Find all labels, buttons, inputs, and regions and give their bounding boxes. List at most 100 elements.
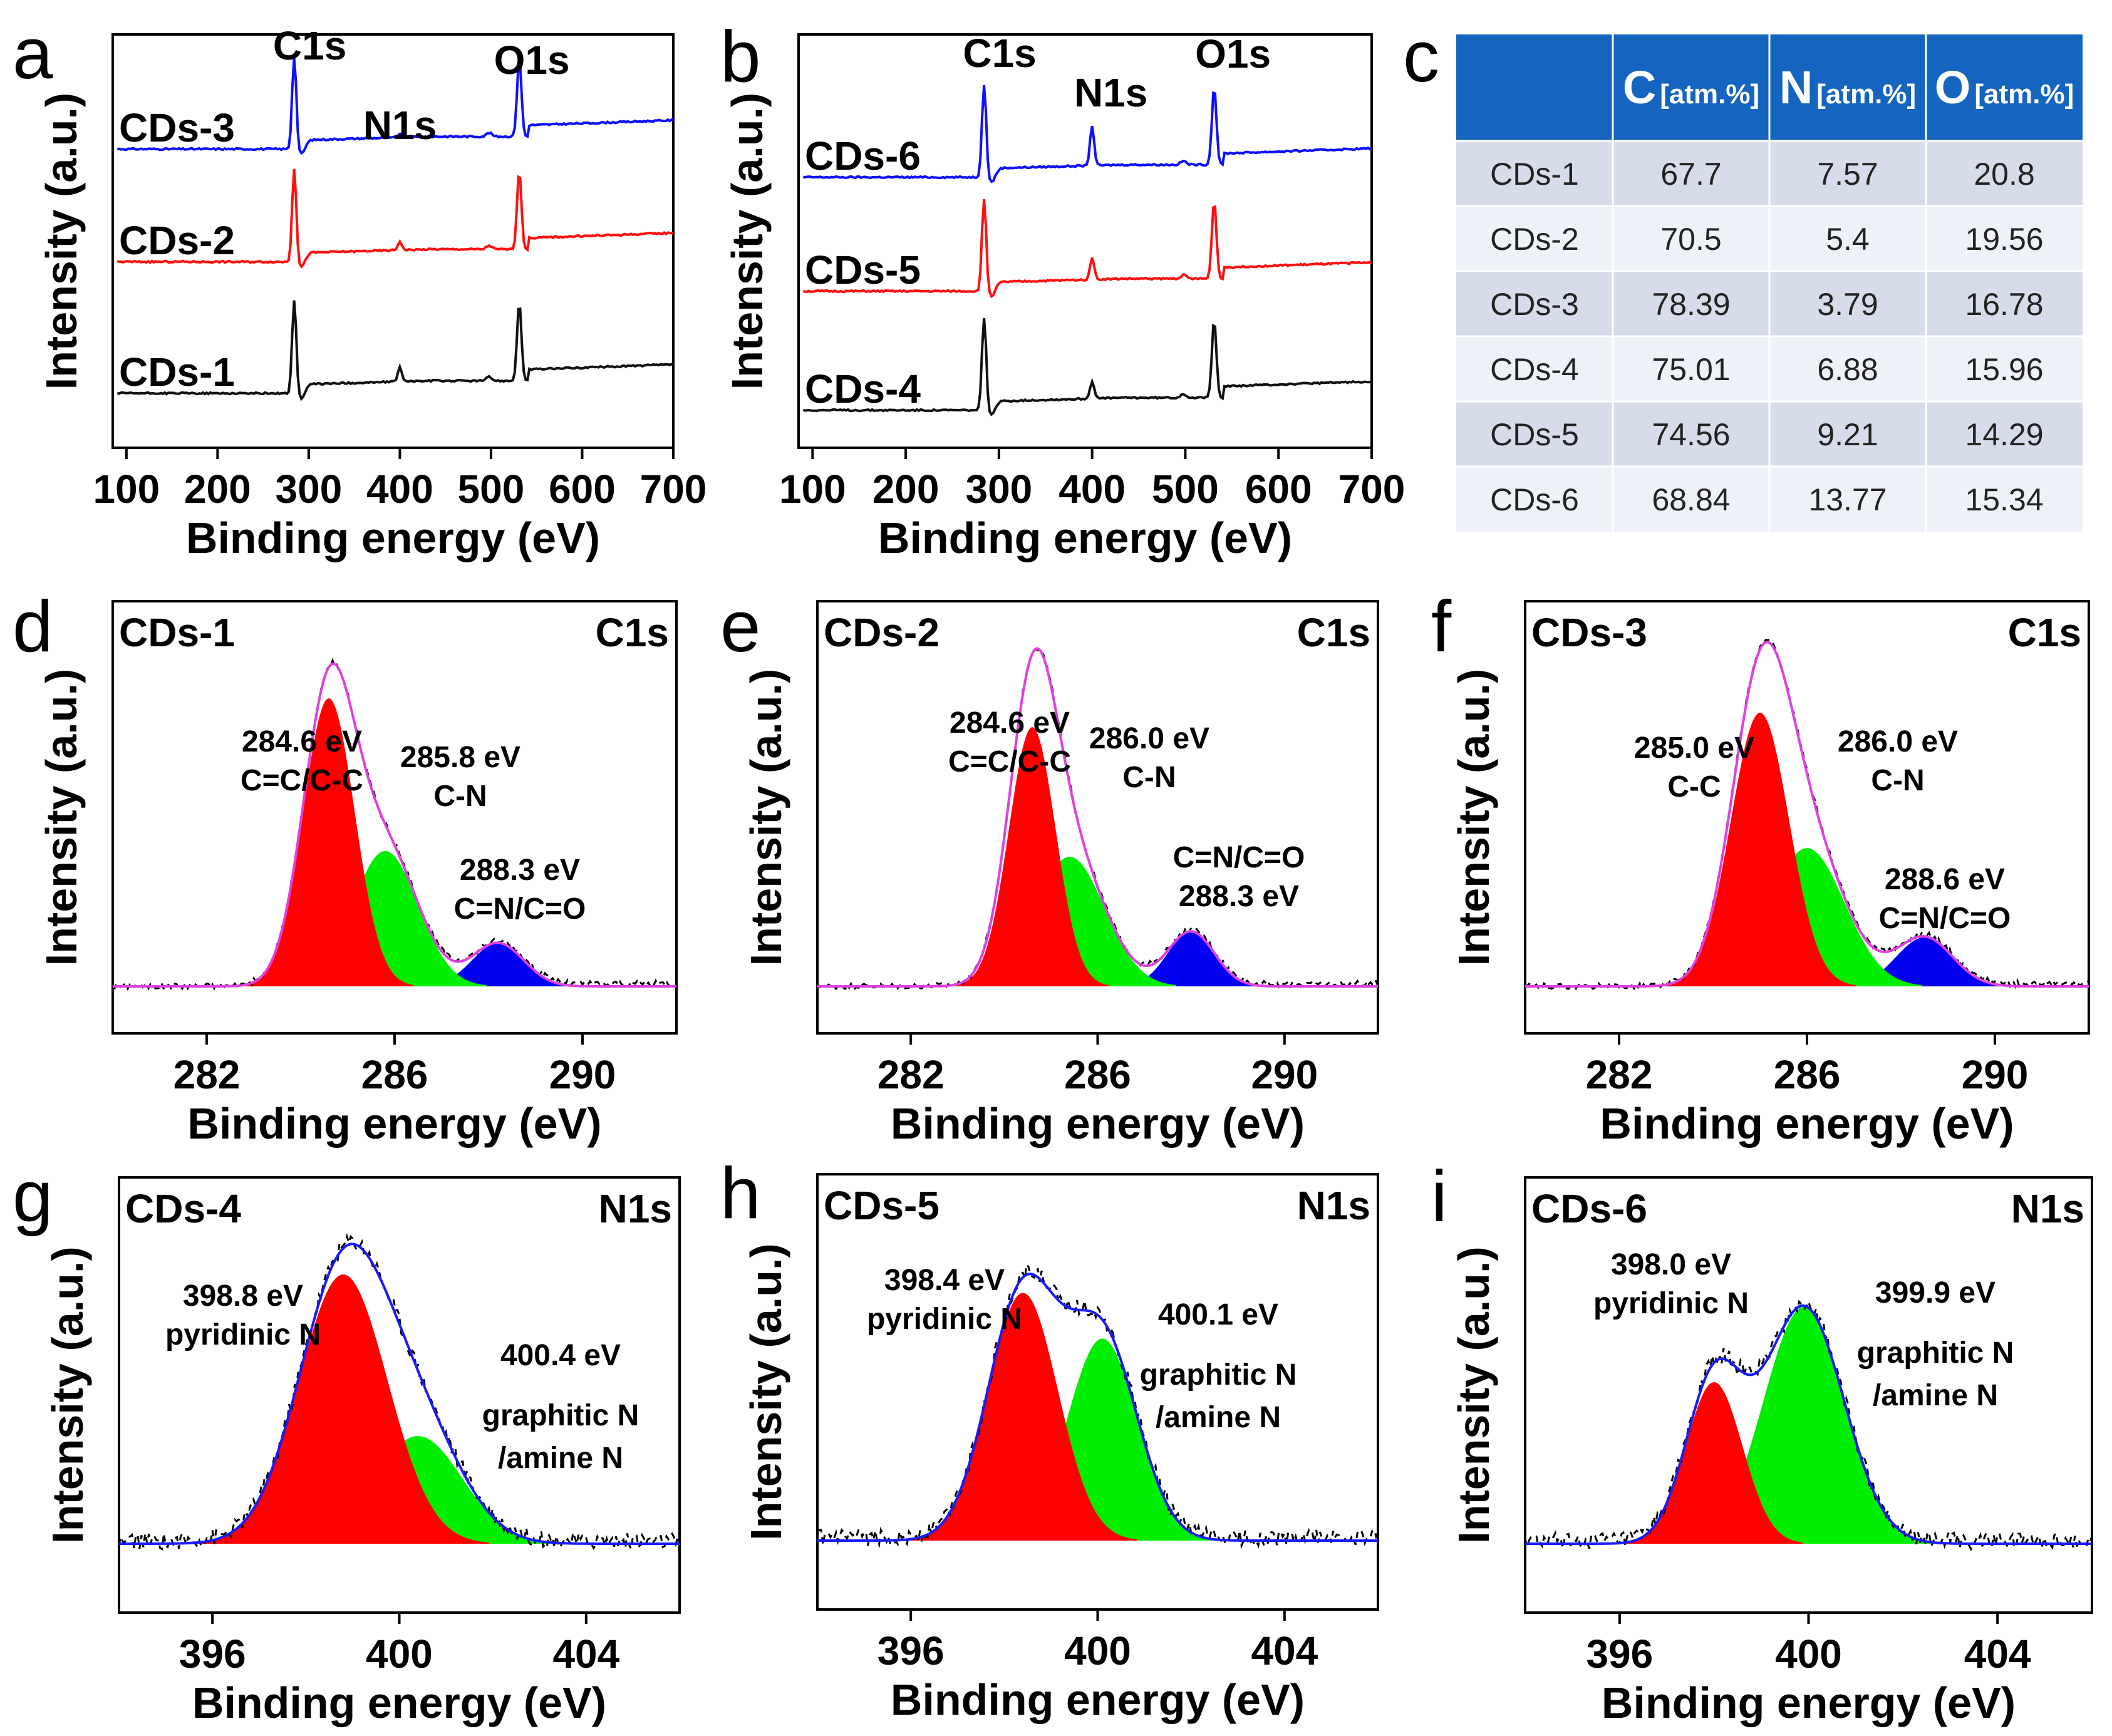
survey-tick-label: 700 (1338, 467, 1405, 512)
fit-tick-label: 290 (1251, 1052, 1318, 1097)
sample-label: CDs-3 (1531, 610, 1647, 655)
survey-ylabel: Intensity (a.u.) (723, 93, 772, 390)
survey-tick-label: 500 (1152, 467, 1219, 512)
survey-xlabel: Binding energy (eV) (878, 514, 1292, 562)
peak-annotation: C=N/C=O (1173, 841, 1305, 874)
peak-label: C1s (273, 23, 346, 68)
peak-annotation: C-N (1871, 764, 1924, 797)
table-cell-c: 78.39 (1652, 287, 1730, 322)
peak-annotation: C=N/C=O (454, 892, 586, 926)
fit-tick-label: 396 (1586, 1631, 1653, 1677)
header-unit: [atm.%] (1816, 79, 1916, 110)
sample-label: CDs-6 (805, 133, 921, 178)
fit-tick-label: 286 (1064, 1052, 1131, 1097)
region-label: C1s (2008, 610, 2081, 655)
survey-xlabel: Binding energy (eV) (186, 514, 600, 562)
fit-xlabel: Binding energy (eV) (1602, 1678, 2016, 1727)
fit-envelope (1525, 1304, 2092, 1545)
fit-tick-label: 400 (366, 1631, 433, 1677)
fit-component-3 (428, 943, 567, 986)
survey-tick-label: 200 (872, 467, 940, 512)
peak-annotation: /amine N (498, 1442, 623, 1475)
fit-component-3 (1127, 931, 1255, 986)
sample-label: CDs-2 (824, 610, 940, 655)
fit-ylabel: Intensity (a.u.) (742, 669, 790, 966)
sample-label: CDs-1 (119, 610, 235, 655)
region-label: C1s (1297, 610, 1370, 655)
sample-label: CDs-6 (1531, 1186, 1647, 1231)
header-element: C (1623, 61, 1656, 113)
peak-annotation: /amine N (1873, 1379, 1998, 1412)
fit-xlabel: Binding energy (eV) (891, 1675, 1305, 1724)
fit-tick-label: 404 (552, 1631, 619, 1677)
fit-ylabel: Intensity (a.u.) (742, 1243, 790, 1540)
table-cell-c: 68.84 (1652, 482, 1730, 517)
peak-annotation: 288.3 eV (1179, 880, 1299, 913)
table-row-name: CDs-1 (1490, 157, 1579, 192)
table-cell-n: 5.4 (1826, 222, 1870, 257)
fit-component-1 (909, 1293, 1137, 1541)
header-unit: [atm.%] (1660, 79, 1759, 110)
peak-label: N1s (363, 103, 437, 148)
survey-tick-label: 500 (458, 467, 525, 512)
peak-annotation: graphitic N (1140, 1358, 1297, 1392)
sample-label: CDs-2 (119, 218, 235, 263)
survey-panel-b: b 100 200 300 400 500 600 700 Binding energy (eV… (720, 16, 1405, 562)
peak-annotation: 398.0 eV (1611, 1248, 1731, 1281)
peak-annotation: pyridinic N (165, 1318, 321, 1351)
table-cell-c: 67.7 (1660, 157, 1721, 192)
sample-label: CDs-5 (824, 1183, 940, 1228)
peak-annotation: 400.4 eV (500, 1339, 621, 1372)
fit-component-1 (1664, 713, 1856, 986)
header-unit: [atm.%] (1974, 79, 2074, 110)
survey-spectrum-CDs-2 (116, 168, 674, 269)
table-cell-c: 74.56 (1652, 417, 1730, 452)
raw-data-curve (118, 1232, 681, 1553)
header-element: N (1779, 61, 1813, 113)
fit-envelope (113, 662, 676, 988)
panel-label: e (720, 586, 761, 667)
fit-xlabel: Binding energy (eV) (1600, 1099, 2014, 1148)
table-cell-o: 14.29 (1965, 417, 2043, 452)
peak-annotation: 286.0 eV (1089, 722, 1209, 755)
fit-envelope (1525, 641, 2089, 988)
panel-label: d (13, 586, 53, 667)
table-header-cell: N [atm.%] (1779, 61, 1916, 113)
survey-spectrum-CDs-4 (802, 318, 1372, 416)
survey-panel-a: a 100 200 300 400 500 600 700 Binding energy (eV… (13, 13, 707, 562)
table-cell-o: 19.56 (1965, 222, 2043, 257)
fit-tick-label: 290 (549, 1052, 616, 1097)
table-row-name: CDs-4 (1490, 352, 1579, 387)
peak-annotation: pyridinic N (867, 1303, 1022, 1336)
fit-envelope (817, 647, 1378, 988)
sample-label: CDs-5 (805, 247, 921, 292)
table-header-cell: O [atm.%] (1935, 61, 2074, 113)
fit-tick-label: 396 (179, 1631, 246, 1677)
fit-tick-label: 282 (1586, 1052, 1653, 1097)
sample-label: CDs-3 (119, 105, 235, 150)
survey-tick-label: 100 (779, 467, 846, 512)
fit-ylabel: Intensity (a.u.) (43, 1246, 92, 1543)
peak-label: O1s (1195, 31, 1271, 76)
table-header-cell: C [atm.%] (1623, 61, 1759, 113)
survey-tick-label: 400 (1059, 467, 1126, 512)
header-element: O (1935, 61, 1971, 113)
table-row-name: CDs-5 (1490, 417, 1579, 452)
table-cell-n: 3.79 (1817, 287, 1878, 322)
panel-label: a (13, 13, 53, 94)
fit-tick-label: 290 (1962, 1052, 2029, 1097)
fit-ylabel: Intensity (a.u.) (1449, 669, 1498, 966)
table-cell-n: 7.57 (1817, 157, 1878, 192)
panel-label: h (720, 1152, 761, 1234)
panel-label: f (1431, 586, 1452, 667)
peak-annotation: C-N (1122, 761, 1176, 794)
sample-label: CDs-4 (805, 366, 921, 411)
fit-tick-label: 404 (1251, 1628, 1318, 1673)
peak-annotation: C-C (1667, 770, 1721, 803)
peak-annotation: C=C/C-C (948, 745, 1071, 778)
survey-spectrum-CDs-5 (803, 199, 1372, 299)
